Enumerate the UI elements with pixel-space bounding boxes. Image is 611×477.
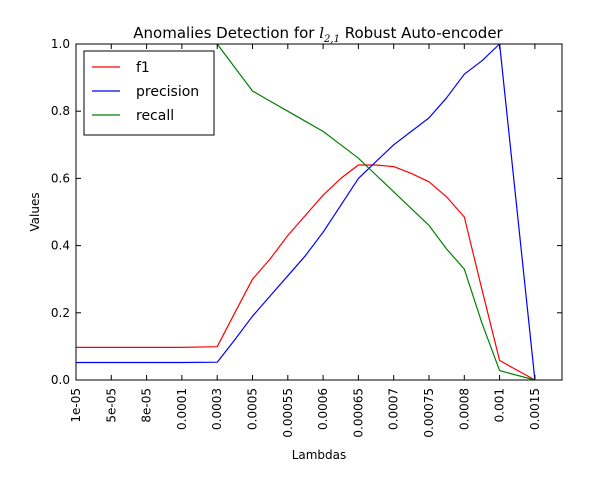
y-tick-label: 0.6 (51, 171, 70, 185)
legend-label-recall: recall (136, 108, 174, 124)
x-axis-label: Lambdas (292, 448, 347, 462)
chart-title-math-sub: 2,1 (323, 34, 340, 45)
legend: f1 precision recall (83, 50, 215, 136)
x-tick-label: 1e-05 (69, 388, 83, 423)
chart-title: Anomalies Detection for l2,1 Robust Auto… (133, 24, 503, 45)
x-tick-label: 0.0008 (457, 388, 471, 430)
chart-title-prefix: Anomalies Detection for (133, 24, 319, 42)
y-axis-label: Values (28, 192, 42, 231)
x-tick-label: 0.0005 (246, 388, 260, 430)
x-tick-label: 5e-05 (104, 388, 118, 423)
series-line-f1 (76, 164, 536, 381)
x-tick-label: 0.0015 (528, 388, 542, 430)
y-tick-label: 0.2 (51, 306, 70, 320)
legend-box (83, 50, 215, 136)
series-line-precision (76, 43, 536, 381)
legend-label-f1: f1 (136, 60, 150, 76)
x-tick-label: 0.0001 (175, 388, 189, 430)
series-line-recall (216, 43, 536, 381)
x-axis-ticks: 1e-05 5e-05 8e-05 0.0001 0.0003 0.0005 0.00055… (69, 44, 542, 438)
y-axis-ticks: 0.0 0.2 0.4 0.6 0.8 1.0 (51, 37, 562, 387)
y-tick-label: 0.4 (51, 239, 70, 253)
chart-title-math: l (319, 24, 324, 42)
chart-title-suffix: Robust Auto-encoder (340, 24, 504, 42)
x-tick-label: 0.00055 (281, 388, 295, 438)
x-tick-label: 0.00065 (351, 388, 365, 438)
x-tick-label: 0.0003 (210, 388, 224, 430)
x-tick-label: 0.0007 (387, 388, 401, 430)
x-tick-label: 8e-05 (140, 388, 154, 423)
x-tick-label: 0.001 (493, 388, 507, 422)
y-tick-label: 0.0 (51, 373, 70, 387)
x-tick-label: 0.0006 (316, 388, 330, 430)
plot-lines (76, 43, 536, 381)
plot-frame (75, 43, 563, 381)
y-tick-label: 1.0 (51, 37, 70, 51)
legend-label-precision: precision (136, 84, 199, 100)
y-tick-label: 0.8 (51, 104, 70, 118)
x-tick-label: 0.00075 (422, 388, 436, 438)
